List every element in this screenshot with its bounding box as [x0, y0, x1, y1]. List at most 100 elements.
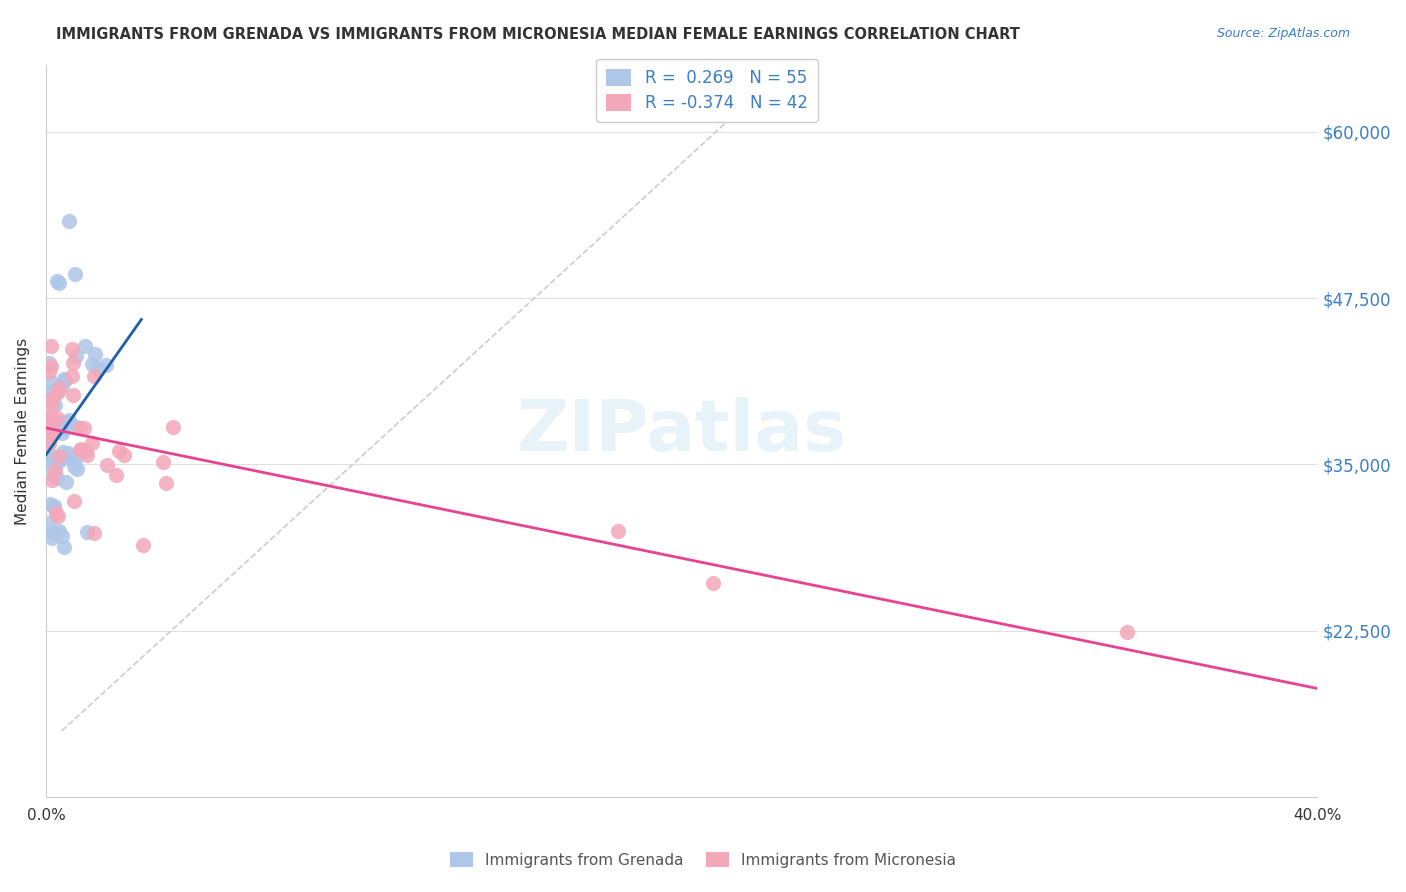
Immigrants from Grenada: [59, 451, 82, 466]
Immigrants from Grenada: [63, 452, 86, 467]
Immigrants from Micronesia: [83, 369, 105, 384]
Immigrants from Grenada: [38, 449, 60, 463]
Immigrants from Micronesia: [38, 411, 60, 425]
Immigrants from Micronesia: [108, 444, 131, 458]
Immigrants from Micronesia: [702, 575, 724, 590]
Immigrants from Grenada: [63, 459, 86, 474]
Text: ZIPatlas: ZIPatlas: [516, 397, 846, 466]
Immigrants from Micronesia: [48, 381, 70, 395]
Immigrants from Grenada: [56, 446, 79, 460]
Text: Source: ZipAtlas.com: Source: ZipAtlas.com: [1216, 27, 1350, 40]
Immigrants from Micronesia: [60, 342, 83, 356]
Immigrants from Grenada: [48, 454, 70, 468]
Immigrants from Grenada: [44, 458, 66, 473]
Immigrants from Micronesia: [62, 356, 84, 370]
Immigrants from Grenada: [39, 497, 62, 511]
Immigrants from Micronesia: [38, 427, 60, 442]
Immigrants from Micronesia: [69, 421, 91, 435]
Immigrants from Micronesia: [162, 420, 184, 434]
Immigrants from Grenada: [39, 376, 62, 390]
Immigrants from Grenada: [38, 516, 60, 530]
Immigrants from Grenada: [38, 436, 60, 450]
Immigrants from Grenada: [58, 214, 80, 228]
Immigrants from Grenada: [52, 444, 75, 458]
Immigrants from Micronesia: [105, 467, 128, 482]
Immigrants from Grenada: [51, 379, 73, 393]
Immigrants from Micronesia: [70, 442, 93, 457]
Immigrants from Grenada: [58, 413, 80, 427]
Immigrants from Grenada: [48, 524, 70, 539]
Immigrants from Micronesia: [1115, 624, 1137, 639]
Immigrants from Grenada: [42, 500, 65, 514]
Immigrants from Micronesia: [152, 455, 174, 469]
Immigrants from Grenada: [38, 411, 60, 425]
Immigrants from Micronesia: [76, 448, 98, 462]
Immigrants from Grenada: [44, 500, 66, 515]
Immigrants from Grenada: [49, 417, 72, 431]
Immigrants from Grenada: [42, 525, 65, 540]
Immigrants from Micronesia: [41, 473, 63, 487]
Immigrants from Grenada: [45, 417, 67, 431]
Immigrants from Grenada: [38, 356, 60, 370]
Immigrants from Micronesia: [38, 436, 60, 450]
Immigrants from Micronesia: [96, 458, 118, 472]
Immigrants from Micronesia: [63, 493, 86, 508]
Immigrants from Grenada: [73, 338, 96, 352]
Immigrants from Micronesia: [155, 475, 177, 490]
Immigrants from Grenada: [41, 531, 63, 545]
Immigrants from Micronesia: [45, 410, 67, 425]
Immigrants from Micronesia: [39, 339, 62, 353]
Immigrants from Grenada: [65, 349, 87, 363]
Immigrants from Grenada: [55, 475, 77, 490]
Immigrants from Micronesia: [60, 368, 83, 383]
Legend: R =  0.269   N = 55, R = -0.374   N = 42: R = 0.269 N = 55, R = -0.374 N = 42: [596, 59, 818, 121]
Immigrants from Grenada: [53, 421, 76, 435]
Immigrants from Grenada: [84, 347, 107, 361]
Immigrants from Micronesia: [112, 448, 135, 462]
Immigrants from Micronesia: [38, 365, 60, 379]
Immigrants from Grenada: [38, 466, 60, 480]
Immigrants from Grenada: [46, 470, 69, 484]
Immigrants from Grenada: [41, 454, 63, 468]
Immigrants from Grenada: [46, 382, 69, 396]
Immigrants from Grenada: [38, 384, 60, 399]
Immigrants from Micronesia: [48, 449, 70, 463]
Immigrants from Micronesia: [39, 359, 62, 374]
Immigrants from Grenada: [44, 398, 66, 412]
Immigrants from Grenada: [44, 387, 66, 401]
Immigrants from Grenada: [51, 529, 73, 543]
Immigrants from Grenada: [53, 540, 76, 554]
Immigrants from Micronesia: [607, 524, 630, 538]
Immigrants from Grenada: [52, 372, 75, 386]
Immigrants from Grenada: [51, 451, 73, 466]
Immigrants from Grenada: [38, 420, 60, 434]
Immigrants from Micronesia: [42, 424, 65, 438]
Immigrants from Micronesia: [73, 421, 96, 435]
Y-axis label: Median Female Earnings: Median Female Earnings: [15, 338, 30, 524]
Immigrants from Micronesia: [44, 464, 66, 478]
Immigrants from Grenada: [48, 276, 70, 290]
Immigrants from Micronesia: [46, 384, 69, 399]
Immigrants from Micronesia: [39, 392, 62, 406]
Immigrants from Grenada: [96, 358, 118, 372]
Immigrants from Micronesia: [62, 388, 84, 402]
Immigrants from Micronesia: [131, 539, 153, 553]
Immigrants from Grenada: [53, 373, 76, 387]
Immigrants from Grenada: [56, 416, 79, 430]
Immigrants from Grenada: [66, 462, 89, 476]
Immigrants from Micronesia: [69, 442, 91, 457]
Immigrants from Grenada: [38, 452, 60, 467]
Immigrants from Micronesia: [41, 398, 63, 412]
Immigrants from Micronesia: [38, 411, 60, 425]
Immigrants from Micronesia: [45, 506, 67, 520]
Immigrants from Grenada: [76, 524, 98, 539]
Immigrants from Grenada: [51, 425, 73, 440]
Immigrants from Micronesia: [83, 526, 105, 541]
Immigrants from Micronesia: [80, 435, 103, 450]
Immigrants from Grenada: [66, 420, 89, 434]
Immigrants from Grenada: [80, 357, 103, 371]
Immigrants from Grenada: [45, 274, 67, 288]
Legend: Immigrants from Grenada, Immigrants from Micronesia: Immigrants from Grenada, Immigrants from…: [441, 844, 965, 875]
Immigrants from Grenada: [65, 267, 87, 281]
Text: IMMIGRANTS FROM GRENADA VS IMMIGRANTS FROM MICRONESIA MEDIAN FEMALE EARNINGS COR: IMMIGRANTS FROM GRENADA VS IMMIGRANTS FR…: [56, 27, 1021, 42]
